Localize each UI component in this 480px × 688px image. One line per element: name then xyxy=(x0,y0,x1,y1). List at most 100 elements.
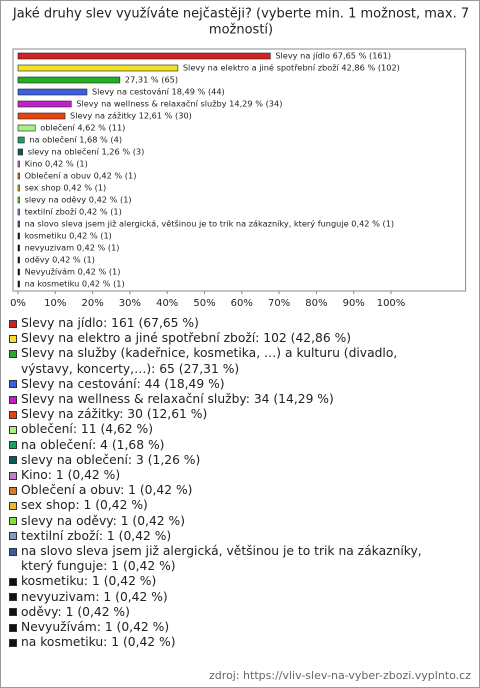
bar-value-label: nevyuzivam 0,42 % (1) xyxy=(25,243,120,253)
legend-item: Nevyužívám: 1 (0,42 %) xyxy=(9,620,449,635)
bar xyxy=(17,196,20,204)
legend-swatch xyxy=(9,577,17,586)
legend-swatch xyxy=(9,425,17,434)
bar-value-label: Slevy na cestování 18,49 % (44) xyxy=(92,87,225,97)
source: zdroj: https://vliv-slev-na-vyber-zbozi.… xyxy=(209,669,471,682)
legend-item: Slevy na wellness & relaxační služby: 34… xyxy=(9,392,449,407)
bar xyxy=(17,64,179,72)
bar xyxy=(17,52,271,60)
legend-label: slevy na oblečení: 3 (1,26 %) xyxy=(21,452,201,467)
bar-value-label: Slevy na jídlo 67,65 % (161) xyxy=(275,51,391,61)
bar-value-label: 27,31 % (65) xyxy=(125,75,178,85)
legend-label: kosmetiku: 1 (0,42 %) xyxy=(21,574,157,589)
legend-label: Slevy na jídlo: 161 (67,65 %) xyxy=(21,316,199,330)
legend-swatch xyxy=(9,501,17,510)
bar xyxy=(17,220,20,228)
legend-label: slevy na oděvy: 1 (0,42 %) xyxy=(21,513,185,528)
bar xyxy=(17,256,20,264)
legend-label: Nevyužívám: 1 (0,42 %) xyxy=(21,620,170,635)
x-tick-label: 40% xyxy=(156,298,178,309)
legend-swatch xyxy=(9,471,17,480)
legend-label: Oblečení a obuv: 1 (0,42 %) xyxy=(21,483,193,498)
bar-value-label: slevy na oblečení 1,26 % (3) xyxy=(28,147,145,157)
bar-value-label: Oblečení a obuv 0,42 % (1) xyxy=(25,171,137,181)
legend-item: Slevy na cestování: 44 (18,49 %) xyxy=(9,377,449,392)
legend-label: na kosmetiku: 1 (0,42 %) xyxy=(21,635,176,650)
bar xyxy=(17,232,20,240)
bar-value-label: na slovo sleva jsem již alergická, větši… xyxy=(25,219,395,229)
legend-swatch xyxy=(9,593,17,602)
legend: Slevy na jídlo: 161 (67,65 %) Slevy na el… xyxy=(9,316,449,650)
bar-value-label: Kino 0,42 % (1) xyxy=(25,159,88,169)
legend-item: Slevy na jídlo: 161 (67,65 %) xyxy=(9,316,449,331)
bar xyxy=(17,184,20,192)
plot-frame xyxy=(12,48,467,292)
bar-value-label: oděvy 0,42 % (1) xyxy=(25,255,95,265)
x-tick-label: 90% xyxy=(343,298,365,309)
legend-label: Kino: 1 (0,42 %) xyxy=(21,468,121,483)
legend-item: nevyuzivam: 1 (0,42 %) xyxy=(9,590,449,605)
chart-title-line2: možností) xyxy=(209,23,273,38)
legend-swatch xyxy=(9,334,17,343)
legend-item: Slevy na elektro a jiné spotřební zboží:… xyxy=(9,331,449,346)
legend-label: Slevy na cestování: 44 (18,49 %) xyxy=(21,376,225,391)
x-tick-label: 20% xyxy=(81,298,103,309)
legend-swatch xyxy=(9,319,17,328)
bar-value-label: Slevy na zážitky 12,61 % (30) xyxy=(70,111,192,121)
bar-value-label: Nevyužívám 0,42 % (1) xyxy=(25,267,121,277)
legend-swatch xyxy=(9,517,17,526)
bar xyxy=(17,244,20,252)
legend-label: Slevy na zážitky: 30 (12,61 %) xyxy=(21,407,208,422)
bar xyxy=(17,208,20,216)
legend-swatch xyxy=(9,349,17,358)
legend-item: Oblečení a obuv: 1 (0,42 %) xyxy=(9,483,449,498)
bar xyxy=(17,160,20,168)
bar xyxy=(17,100,72,108)
legend-swatch xyxy=(9,395,17,404)
bar xyxy=(17,112,66,120)
legend-swatch xyxy=(9,608,17,617)
x-tick-label: 50% xyxy=(193,298,215,309)
legend-item: kosmetiku: 1 (0,42 %) xyxy=(9,574,449,589)
legend-item: Slevy na služby (kadeřnice, kosmetika, …… xyxy=(9,346,449,376)
x-tick-label: 0% xyxy=(10,298,26,309)
bar-value-label: Slevy na elektro a jiné spotřební zboží … xyxy=(183,63,400,73)
bar-value-label: textilní zboží 0,42 % (1) xyxy=(25,207,122,217)
bar xyxy=(17,172,20,180)
bar xyxy=(17,268,20,276)
bar-value-label: slevy na oděvy 0,42 % (1) xyxy=(25,195,132,205)
bar xyxy=(17,76,121,84)
legend-label: Slevy na elektro a jiné spotřební zboží:… xyxy=(21,331,352,346)
x-tick-label: 30% xyxy=(119,298,141,309)
legend-label: Slevy na wellness & relaxační služby: 34… xyxy=(21,392,334,407)
chart: Jaké druhy slev využíváte nejčastěji? (v… xyxy=(10,7,469,310)
legend-item: textilní zboží: 1 (0,42 %) xyxy=(9,529,449,544)
legend-item: sex shop: 1 (0,42 %) xyxy=(9,498,449,513)
legend-label: oblečení: 11 (4,62 %) xyxy=(21,422,154,437)
bar xyxy=(17,280,20,288)
bar-value-label: Slevy na wellness & relaxační služby 14,… xyxy=(76,99,282,109)
bar-value-label: oblečení 4,62 % (11) xyxy=(40,123,125,133)
legend-item: Kino: 1 (0,42 %) xyxy=(9,468,449,483)
legend-item: oblečení: 11 (4,62 %) xyxy=(9,422,449,437)
legend-item: na slovo sleva jsem již alergická, větši… xyxy=(9,544,449,574)
legend-swatch xyxy=(9,547,17,556)
legend-swatch xyxy=(9,532,17,541)
legend-label: na oblečení: 4 (1,68 %) xyxy=(21,437,165,452)
x-tick-label: 80% xyxy=(305,298,327,309)
bar-value-label: sex shop 0,42 % (1) xyxy=(25,183,107,193)
legend-swatch xyxy=(9,486,17,495)
legend-swatch xyxy=(9,638,17,647)
legend-item: slevy na oblečení: 3 (1,26 %) xyxy=(9,453,449,468)
chart-title: Jaké druhy slev využíváte nejčastěji? (v… xyxy=(12,7,469,22)
legend-swatch xyxy=(9,441,17,450)
bar-value-label: na kosmetiku 0,42 % (1) xyxy=(25,279,125,289)
bar xyxy=(17,136,25,144)
legend-swatch xyxy=(9,623,17,632)
bar xyxy=(17,148,23,156)
legend-label: Slevy na služby (kadeřnice, kosmetika, …… xyxy=(21,346,398,376)
legend-item: Slevy na zážitky: 30 (12,61 %) xyxy=(9,407,449,422)
legend-label: na slovo sleva jsem již alergická, větši… xyxy=(21,544,422,574)
x-tick-label: 60% xyxy=(231,298,253,309)
legend-swatch xyxy=(9,456,17,465)
